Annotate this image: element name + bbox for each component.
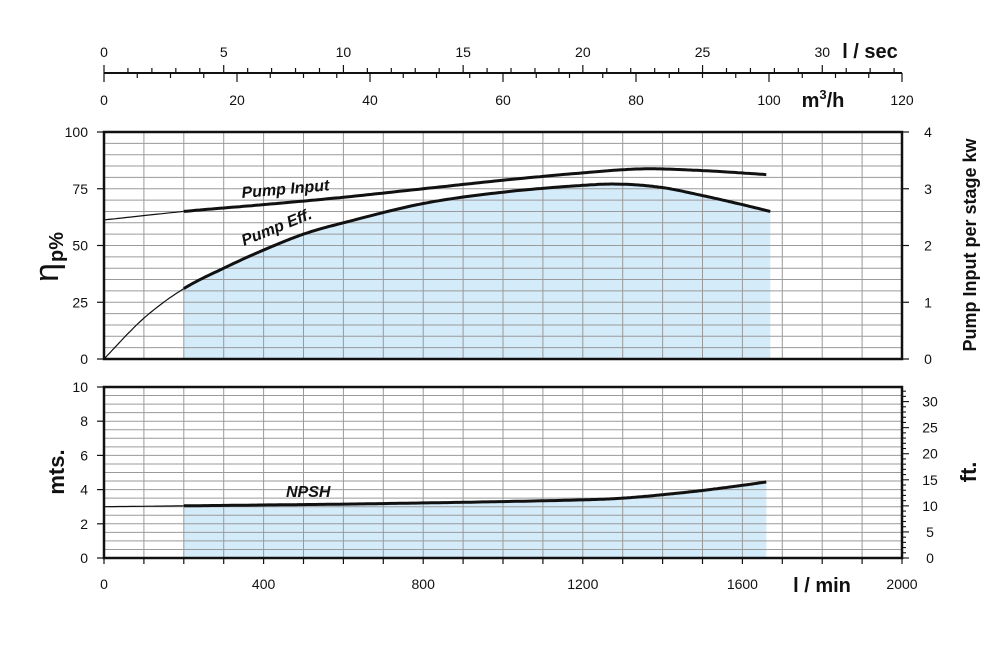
pump-input-label: Pump Input bbox=[241, 177, 331, 202]
lower-y2-tick-label: 10 bbox=[922, 498, 938, 514]
m3h-tick-label: 40 bbox=[362, 92, 378, 108]
upper-y2-tick-label: 3 bbox=[924, 181, 932, 197]
top-m3h-unit: m3/h bbox=[802, 87, 845, 112]
upper-ylabel-p-percent: p% bbox=[46, 232, 68, 262]
x-tick-label: 800 bbox=[412, 576, 436, 592]
m3h-tick-label: 100 bbox=[757, 92, 781, 108]
lower-y2-tick-label: 25 bbox=[922, 420, 938, 436]
m3h-tick-label: 120 bbox=[890, 92, 914, 108]
lsec-tick-label: 30 bbox=[814, 44, 830, 60]
lower-y2-tick-label: 30 bbox=[922, 394, 938, 410]
lower-y-tick-label: 0 bbox=[80, 550, 88, 566]
pump-input-curve bbox=[183, 167, 767, 213]
top-axes: 0 5 10 15 20 25 30 0 20 40 60 80 100 120 bbox=[100, 44, 914, 108]
upper-y-tick-label: 0 bbox=[80, 351, 88, 367]
lsec-tick-label: 0 bbox=[100, 44, 108, 60]
lower-y2-tick-label: 15 bbox=[922, 472, 938, 488]
lsec-tick-label: 5 bbox=[220, 44, 228, 60]
upper-y-tick-label: 100 bbox=[65, 124, 89, 140]
lower-y-tick-label: 2 bbox=[80, 516, 88, 532]
m3h-tick-label: 80 bbox=[628, 92, 644, 108]
x-tick-label: 1600 bbox=[727, 576, 758, 592]
x-tick-label: 0 bbox=[100, 576, 108, 592]
pump-eff-curve bbox=[183, 182, 771, 290]
grid-lines bbox=[104, 132, 902, 558]
upper-y2label: Pump Input per stage kw bbox=[960, 137, 980, 351]
x-tick-label: 400 bbox=[252, 576, 276, 592]
npsh-curve bbox=[183, 480, 767, 508]
upper-y2-tick-label: 0 bbox=[924, 351, 932, 367]
lower-y-tick-label: 8 bbox=[80, 413, 88, 429]
lower-ylabel: mts. bbox=[44, 449, 69, 494]
lower-y2-tick-label: 5 bbox=[926, 524, 934, 540]
lsec-tick-label: 25 bbox=[695, 44, 711, 60]
npsh-extension bbox=[104, 505, 184, 508]
m3h-tick-label: 20 bbox=[229, 92, 245, 108]
x-axis-unit: l / min bbox=[793, 575, 851, 597]
lower-y2label: ft. bbox=[956, 462, 981, 483]
tick-marks-and-labels: 0 400 800 1200 1600 2000025507510001234024681… bbox=[65, 124, 938, 592]
x-tick-label: 1200 bbox=[567, 576, 598, 592]
upper-shaded-area bbox=[183, 184, 771, 359]
x-tick-label: 2000 bbox=[886, 576, 917, 592]
pump-eff-extension bbox=[103, 288, 185, 360]
upper-y-tick-label: 50 bbox=[72, 238, 88, 254]
lower-y2-tick-label: 20 bbox=[922, 446, 938, 462]
upper-y-tick-label: 75 bbox=[72, 181, 88, 197]
shaded-areas bbox=[183, 184, 771, 558]
lower-y-tick-label: 10 bbox=[72, 379, 88, 395]
lower-y2-tick-label: 0 bbox=[926, 550, 934, 566]
upper-y2-tick-label: 2 bbox=[924, 238, 932, 254]
lsec-tick-label: 10 bbox=[336, 44, 352, 60]
lower-y-tick-label: 4 bbox=[80, 482, 88, 498]
lower-shaded-area bbox=[183, 481, 767, 558]
m3h-tick-label: 60 bbox=[495, 92, 511, 108]
upper-ylabel-eta: η bbox=[28, 263, 66, 282]
lsec-tick-label: 20 bbox=[575, 44, 591, 60]
lsec-tick-label: 15 bbox=[455, 44, 471, 60]
pump-input-extension bbox=[103, 210, 184, 221]
upper-y-tick-label: 25 bbox=[72, 294, 88, 310]
top-lsec-unit: l / sec bbox=[842, 41, 898, 63]
axis-titles: η p% Pump Input per stage kw mts. ft. l … bbox=[28, 41, 981, 597]
upper-y2-tick-label: 4 bbox=[924, 124, 932, 140]
npsh-label: NPSH bbox=[286, 484, 331, 501]
lower-y-tick-label: 6 bbox=[80, 447, 88, 463]
m3h-tick-label: 0 bbox=[100, 92, 108, 108]
upper-y2-tick-label: 1 bbox=[924, 294, 932, 310]
